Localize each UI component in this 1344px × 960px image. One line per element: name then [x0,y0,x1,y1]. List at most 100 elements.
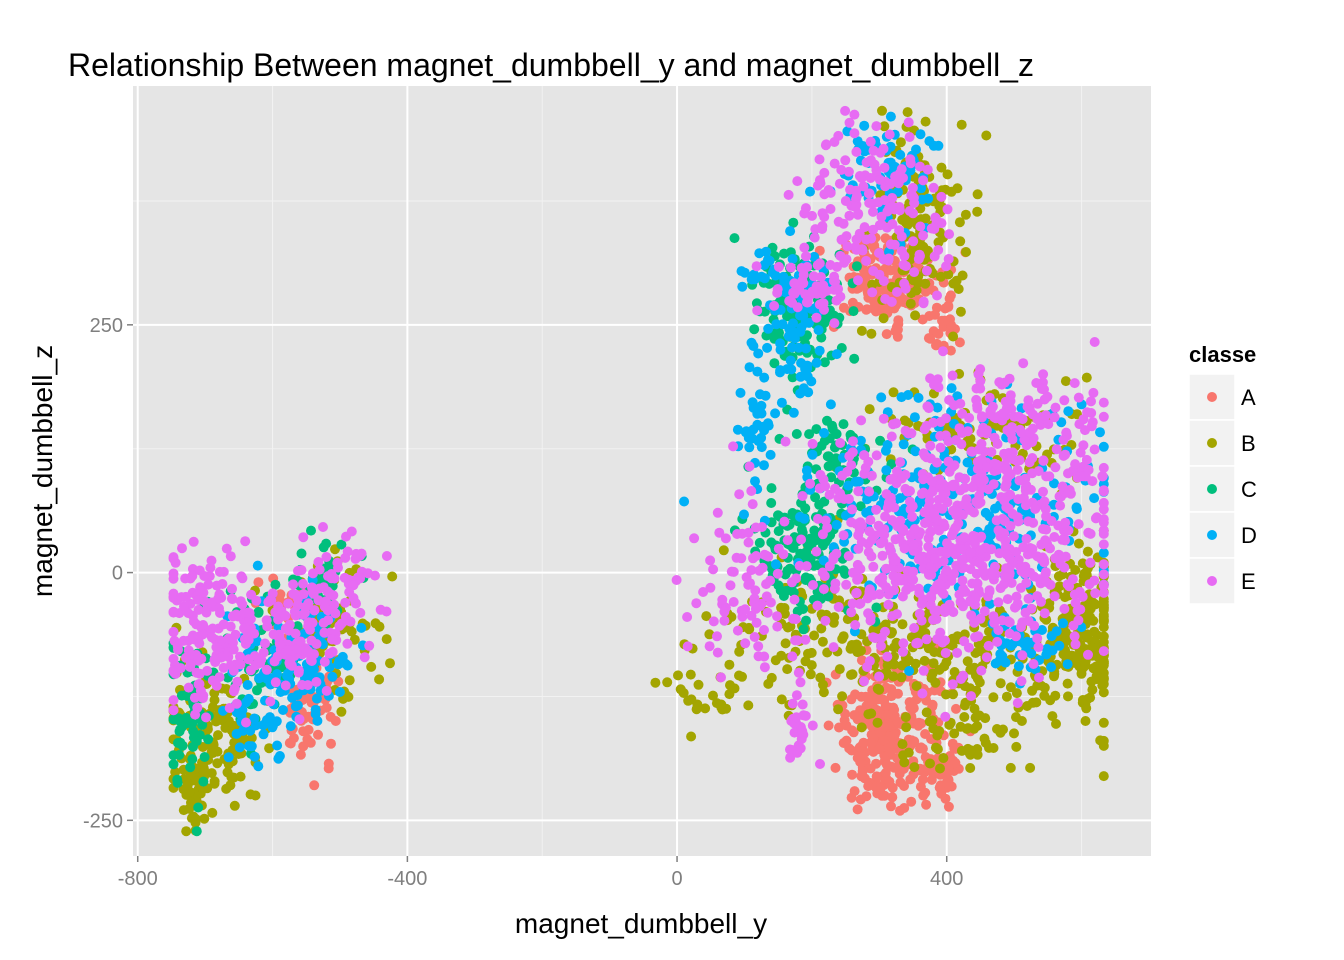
point-A [887,782,898,793]
point-E [249,628,260,639]
point-E [942,204,953,215]
point-E [300,602,311,612]
point-E [932,290,942,301]
point-E [865,173,876,183]
point-A [945,290,956,301]
point-E [1021,533,1032,544]
point-B [1060,376,1071,387]
point-D [855,435,866,446]
point-D [850,476,861,487]
point-E [705,582,716,593]
legend-swatch [1207,576,1217,586]
point-E [243,634,253,645]
point-D [785,226,796,237]
point-B [1025,762,1036,773]
point-B [724,659,735,670]
point-B [910,310,921,321]
point-E [799,208,810,219]
point-A [856,655,867,666]
point-E [946,530,957,541]
point-E [863,547,874,558]
point-E [682,641,693,652]
point-E [168,568,179,579]
point-A [895,777,906,788]
point-E [1063,525,1074,536]
point-E [1036,539,1047,550]
point-B [1098,610,1109,620]
point-E [1023,616,1034,627]
point-E [933,494,944,505]
point-E [936,191,947,202]
point-B [925,758,935,769]
point-E [203,579,214,590]
point-B [817,636,828,647]
point-B [1079,568,1090,579]
point-E [828,642,839,653]
point-E [1055,500,1066,511]
point-E [907,501,918,512]
point-E [209,654,220,665]
point-E [787,745,797,755]
point-E [949,400,960,411]
point-E [788,613,799,624]
point-E [1028,659,1039,669]
point-E [853,486,864,497]
point-E [864,586,875,597]
point-A [852,714,863,725]
point-E [958,670,969,681]
point-D [916,183,927,194]
point-D [825,399,836,410]
point-E [1089,575,1100,586]
point-E [168,607,179,618]
point-E [976,469,987,480]
point-D [308,664,319,675]
point-E [960,586,971,597]
point-E [864,526,875,537]
point-B [960,697,971,708]
point-E [831,295,842,306]
point-E [281,645,292,655]
point-E [873,197,884,208]
point-D [898,439,909,450]
point-E [1097,471,1108,482]
point-E [959,532,970,543]
point-E [1098,569,1109,580]
point-B [805,669,816,680]
point-E [817,208,828,219]
point-B [780,638,791,649]
point-E [916,599,927,610]
point-E [965,547,976,558]
point-E [191,619,202,630]
point-E [353,572,364,583]
point-E [327,634,338,645]
point-E [862,662,873,672]
point-E [1020,485,1031,496]
point-E [344,587,355,598]
point-E [847,504,858,515]
point-D [802,371,813,382]
point-D [995,649,1006,659]
point-D [747,433,758,444]
point-E [751,617,762,628]
point-E [909,623,920,633]
point-E [940,648,951,658]
point-B [962,656,973,667]
point-C [193,802,204,813]
point-D [1098,441,1109,452]
point-E [975,497,986,508]
point-B [809,630,820,641]
point-C [749,324,760,335]
point-A [852,804,863,815]
point-E [877,577,888,588]
point-B [816,623,827,634]
point-E [802,296,813,306]
point-E [1073,519,1084,530]
point-E [859,222,870,233]
point-E [272,651,283,662]
point-E [736,553,747,564]
point-E [811,312,822,323]
point-E [854,171,865,181]
legend-swatch [1207,484,1217,494]
point-A [849,786,860,797]
point-E [868,561,879,572]
